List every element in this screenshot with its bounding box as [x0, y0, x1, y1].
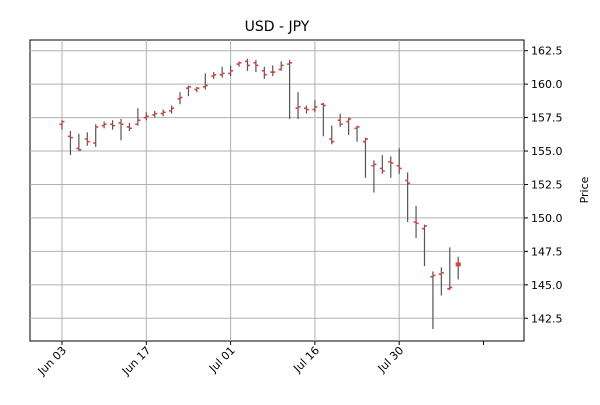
ohlc-candle: [93, 124, 99, 148]
grid-layer: [30, 40, 524, 341]
ohlc-candle: [110, 120, 116, 130]
ohlc-candle: [135, 108, 141, 126]
ohlc-candle: [219, 66, 225, 78]
ohlc-candle: [202, 73, 208, 90]
ohlc-candle: [236, 61, 242, 67]
ohlc-candle: [152, 110, 158, 118]
y-tick-label: 152.5: [531, 178, 563, 191]
x-tick-label: Jul 30: [375, 344, 407, 376]
ohlc-candle: [194, 86, 200, 93]
ohlc-candle: [118, 118, 124, 141]
ohlc-candle: [362, 137, 368, 178]
ohlc-candle: [143, 112, 149, 121]
last-candle-marker: [455, 262, 461, 267]
ohlc-candle: [278, 61, 284, 71]
ohlc-candle: [405, 172, 411, 222]
ohlc-candle: [329, 125, 335, 145]
x-tick-label: Jun 03: [35, 344, 69, 378]
plot-area-frame: [29, 39, 525, 342]
y-tick-label: 160.0: [531, 78, 563, 91]
ohlc-candle: [312, 100, 318, 113]
y-tick-label: 155.0: [531, 145, 563, 158]
ohlc-candle: [185, 85, 191, 97]
ohlc-candle: [354, 125, 360, 142]
ohlc-candle: [177, 92, 183, 105]
ohlc-candle: [84, 132, 90, 146]
y-tick-label: 145.0: [531, 279, 563, 292]
y-axis-label: Price: [578, 176, 591, 203]
ohlc-candle: [421, 224, 427, 267]
y-axis: 142.5 145.0 147.5 150.0 152.5 155.0 157.5 160.0…: [524, 45, 563, 325]
y-tick-label: 150.0: [531, 212, 563, 225]
x-tick-label: Jul 16: [290, 344, 322, 376]
ohlc-candle: [388, 156, 394, 178]
x-tick-label: Jun 17: [119, 344, 153, 378]
ohlc-candle: [455, 256, 461, 280]
ohlc-candle: [447, 247, 453, 291]
ohlc-candle: [320, 102, 326, 137]
ohlc-candle: [413, 205, 419, 238]
ohlc-candle: [371, 160, 377, 193]
ohlc-candle: [379, 155, 385, 174]
ohlc-candle: [430, 271, 436, 329]
y-tick-label: 162.5: [531, 45, 563, 58]
ohlc-candle: [396, 148, 402, 174]
ohlc-candle: [253, 60, 259, 73]
ohlc-candle: [101, 121, 107, 129]
ohlc-candle: [261, 66, 267, 79]
ohlc-candle: [211, 72, 217, 79]
ohlc-candle: [244, 58, 250, 71]
y-tick-label: 147.5: [531, 245, 563, 258]
ohlc-candle: [295, 92, 301, 119]
ohlc-candle: [76, 133, 82, 152]
ohlc-candle: [303, 105, 309, 114]
candle-layer: [59, 58, 461, 329]
ohlc-candle: [59, 120, 65, 130]
ohlc-candle: [160, 109, 166, 117]
ohlc-candle: [270, 65, 276, 77]
y-tick-label: 142.5: [531, 312, 563, 325]
ohlc-candle: [337, 113, 343, 127]
chart-title: USD - JPY: [245, 19, 310, 35]
ohlc-candle: [228, 65, 234, 77]
ohlc-candle: [346, 117, 352, 135]
ohlc-candle: [287, 60, 293, 119]
ohlc-candle: [126, 122, 132, 131]
ohlc-candle: [67, 130, 73, 156]
ohlc-candle: [438, 267, 444, 296]
x-axis: Jun 03 Jun 17 Jul 01 Jul 16 Jul 30: [35, 341, 484, 378]
x-tick-label: Jul 01: [206, 344, 238, 376]
y-tick-label: 157.5: [531, 112, 563, 125]
ohlc-candle: [169, 105, 175, 114]
